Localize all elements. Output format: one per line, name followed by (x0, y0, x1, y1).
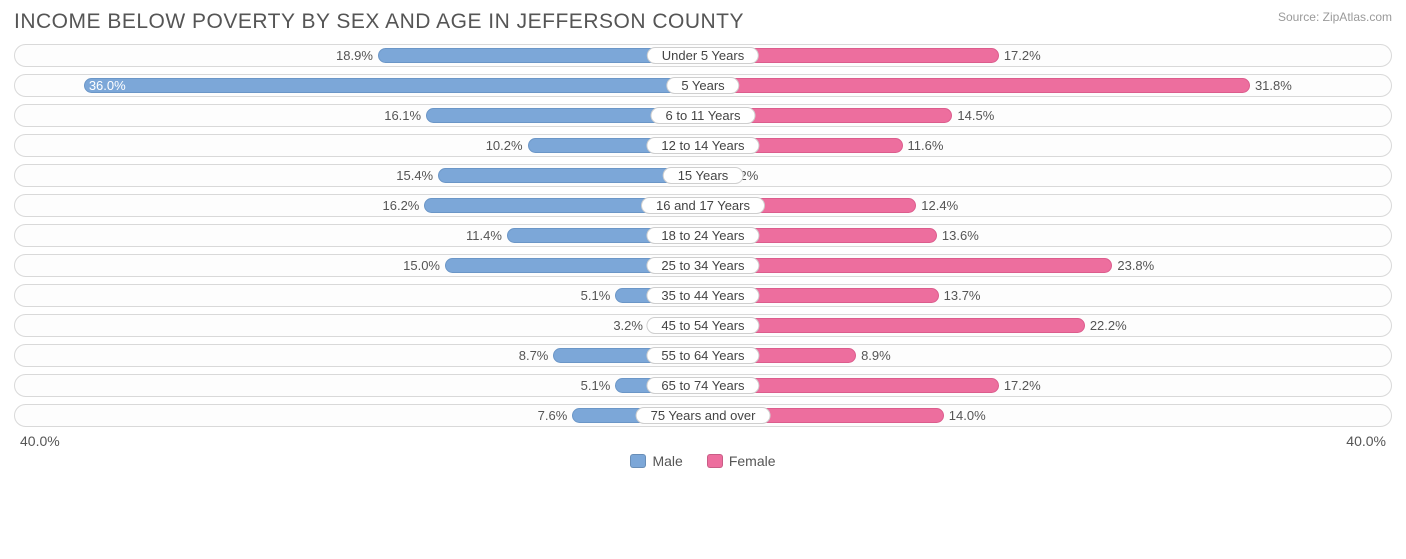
category-pill: 6 to 11 Years (651, 107, 756, 124)
female-bar: 31.8% (703, 78, 1250, 93)
female-half: 14.0% (703, 405, 1391, 426)
male-half: 36.0% (15, 75, 703, 96)
chart-row: 36.0%31.8%5 Years (14, 74, 1392, 97)
chart-row: 3.2%22.2%45 to 54 Years (14, 314, 1392, 337)
chart-row: 8.7% 8.9% 55 to 64 Years (14, 344, 1392, 367)
male-bar: 36.0% (84, 78, 703, 93)
category-pill: 25 to 34 Years (646, 257, 759, 274)
male-half: 5.1% (15, 285, 703, 306)
chart-row: 15.4% 1.2%15 Years (14, 164, 1392, 187)
male-half: 15.0% (15, 255, 703, 276)
source-prefix: Source: (1278, 10, 1323, 24)
male-value-label: 16.1% (384, 109, 427, 122)
category-pill: 12 to 14 Years (646, 137, 759, 154)
axis-row: 40.0% 40.0% (14, 433, 1392, 449)
female-value-label: 14.0% (943, 409, 986, 422)
category-pill: 65 to 74 Years (646, 377, 759, 394)
female-half: 22.2% (703, 315, 1391, 336)
male-value-label: 16.2% (383, 199, 426, 212)
female-bar: 23.8% (703, 258, 1112, 273)
chart-container: INCOME BELOW POVERTY BY SEX AND AGE IN J… (0, 0, 1406, 475)
category-pill: 5 Years (666, 77, 739, 94)
male-half: 3.2% (15, 315, 703, 336)
chart-row: 11.4% 13.6% 18 to 24 Years (14, 224, 1392, 247)
chart-row: 15.0%23.8%25 to 34 Years (14, 254, 1392, 277)
chart-row: 16.1% 14.5% 6 to 11 Years (14, 104, 1392, 127)
female-half: 17.2% (703, 375, 1391, 396)
male-half: 5.1% (15, 375, 703, 396)
male-half: 11.4% (15, 225, 703, 246)
female-value-label: 14.5% (951, 109, 994, 122)
female-half: 8.9% (703, 345, 1391, 366)
female-half: 11.6% (703, 135, 1391, 156)
female-half: 17.2% (703, 45, 1391, 66)
category-pill: 55 to 64 Years (646, 347, 759, 364)
female-value-label: 17.2% (998, 379, 1041, 392)
male-value-label: 18.9% (336, 49, 379, 62)
male-half: 18.9% (15, 45, 703, 66)
rows-container: 18.9%17.2%Under 5 Years36.0%31.8%5 Years… (14, 44, 1392, 427)
male-value-label: 36.0% (89, 79, 126, 92)
chart-title: INCOME BELOW POVERTY BY SEX AND AGE IN J… (14, 10, 744, 34)
female-value-label: 23.8% (1111, 259, 1154, 272)
female-half: 14.5% (703, 105, 1391, 126)
male-value-label: 15.0% (403, 259, 446, 272)
female-value-label: 12.4% (915, 199, 958, 212)
category-pill: Under 5 Years (647, 47, 759, 64)
axis-right-max: 40.0% (1346, 433, 1386, 449)
female-value-label: 17.2% (998, 49, 1041, 62)
header-row: INCOME BELOW POVERTY BY SEX AND AGE IN J… (14, 10, 1392, 34)
male-half: 15.4% (15, 165, 703, 186)
category-pill: 45 to 54 Years (646, 317, 759, 334)
chart-row: 7.6% 14.0% 75 Years and over (14, 404, 1392, 427)
category-pill: 15 Years (663, 167, 744, 184)
male-value-label: 10.2% (486, 139, 529, 152)
male-half: 10.2% (15, 135, 703, 156)
axis-left-max: 40.0% (20, 433, 60, 449)
female-value-label: 8.9% (855, 349, 891, 362)
male-value-label: 5.1% (581, 379, 617, 392)
legend-item-male: Male (630, 453, 682, 469)
female-half: 1.2% (703, 165, 1391, 186)
source-attribution: Source: ZipAtlas.com (1278, 10, 1392, 24)
legend-swatch-female (707, 454, 723, 468)
male-value-label: 3.2% (613, 319, 649, 332)
female-half: 13.7% (703, 285, 1391, 306)
category-pill: 75 Years and over (636, 407, 771, 424)
female-value-label: 13.7% (938, 289, 981, 302)
female-value-label: 11.6% (902, 139, 944, 152)
female-half: 23.8% (703, 255, 1391, 276)
male-value-label: 5.1% (581, 289, 617, 302)
chart-row: 18.9% 17.2% Under 5 Years (14, 44, 1392, 67)
chart-row: 5.1% 13.7% 35 to 44 Years (14, 284, 1392, 307)
male-half: 8.7% (15, 345, 703, 366)
legend-item-female: Female (707, 453, 776, 469)
female-value-label: 22.2% (1084, 319, 1127, 332)
male-value-label: 11.4% (466, 229, 508, 242)
source-name: ZipAtlas.com (1323, 10, 1392, 24)
male-value-label: 7.6% (538, 409, 574, 422)
legend: Male Female (14, 453, 1392, 469)
category-pill: 18 to 24 Years (646, 227, 759, 244)
legend-swatch-male (630, 454, 646, 468)
female-value-label: 31.8% (1249, 79, 1292, 92)
male-value-label: 8.7% (519, 349, 555, 362)
female-half: 31.8% (703, 75, 1391, 96)
female-half: 12.4% (703, 195, 1391, 216)
male-half: 16.2% (15, 195, 703, 216)
female-bar: 22.2% (703, 318, 1085, 333)
chart-row: 16.2% 12.4% 16 and 17 Years (14, 194, 1392, 217)
legend-label-male: Male (652, 453, 682, 469)
category-pill: 16 and 17 Years (641, 197, 765, 214)
chart-row: 5.1% 17.2% 65 to 74 Years (14, 374, 1392, 397)
category-pill: 35 to 44 Years (646, 287, 759, 304)
female-value-label: 13.6% (936, 229, 979, 242)
legend-label-female: Female (729, 453, 776, 469)
male-half: 7.6% (15, 405, 703, 426)
male-half: 16.1% (15, 105, 703, 126)
male-value-label: 15.4% (396, 169, 439, 182)
chart-row: 10.2% 11.6% 12 to 14 Years (14, 134, 1392, 157)
female-half: 13.6% (703, 225, 1391, 246)
